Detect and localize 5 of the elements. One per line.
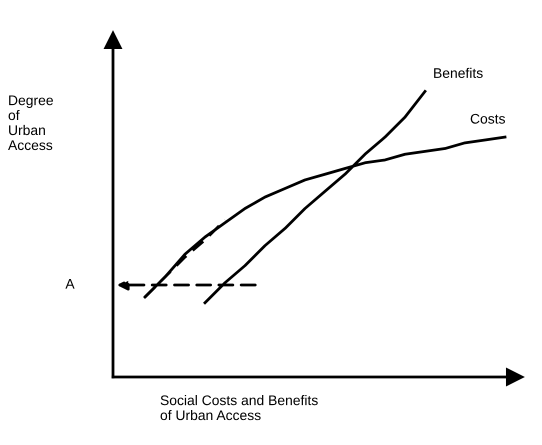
series-label: Costs [470,114,505,124]
x-axis-title: Social Costs and Benefits of Urban Access [160,395,318,420]
y-axis-title: Degree of Urban Access [8,96,53,150]
text: A [65,279,75,289]
series-label: Benefits [434,68,483,78]
